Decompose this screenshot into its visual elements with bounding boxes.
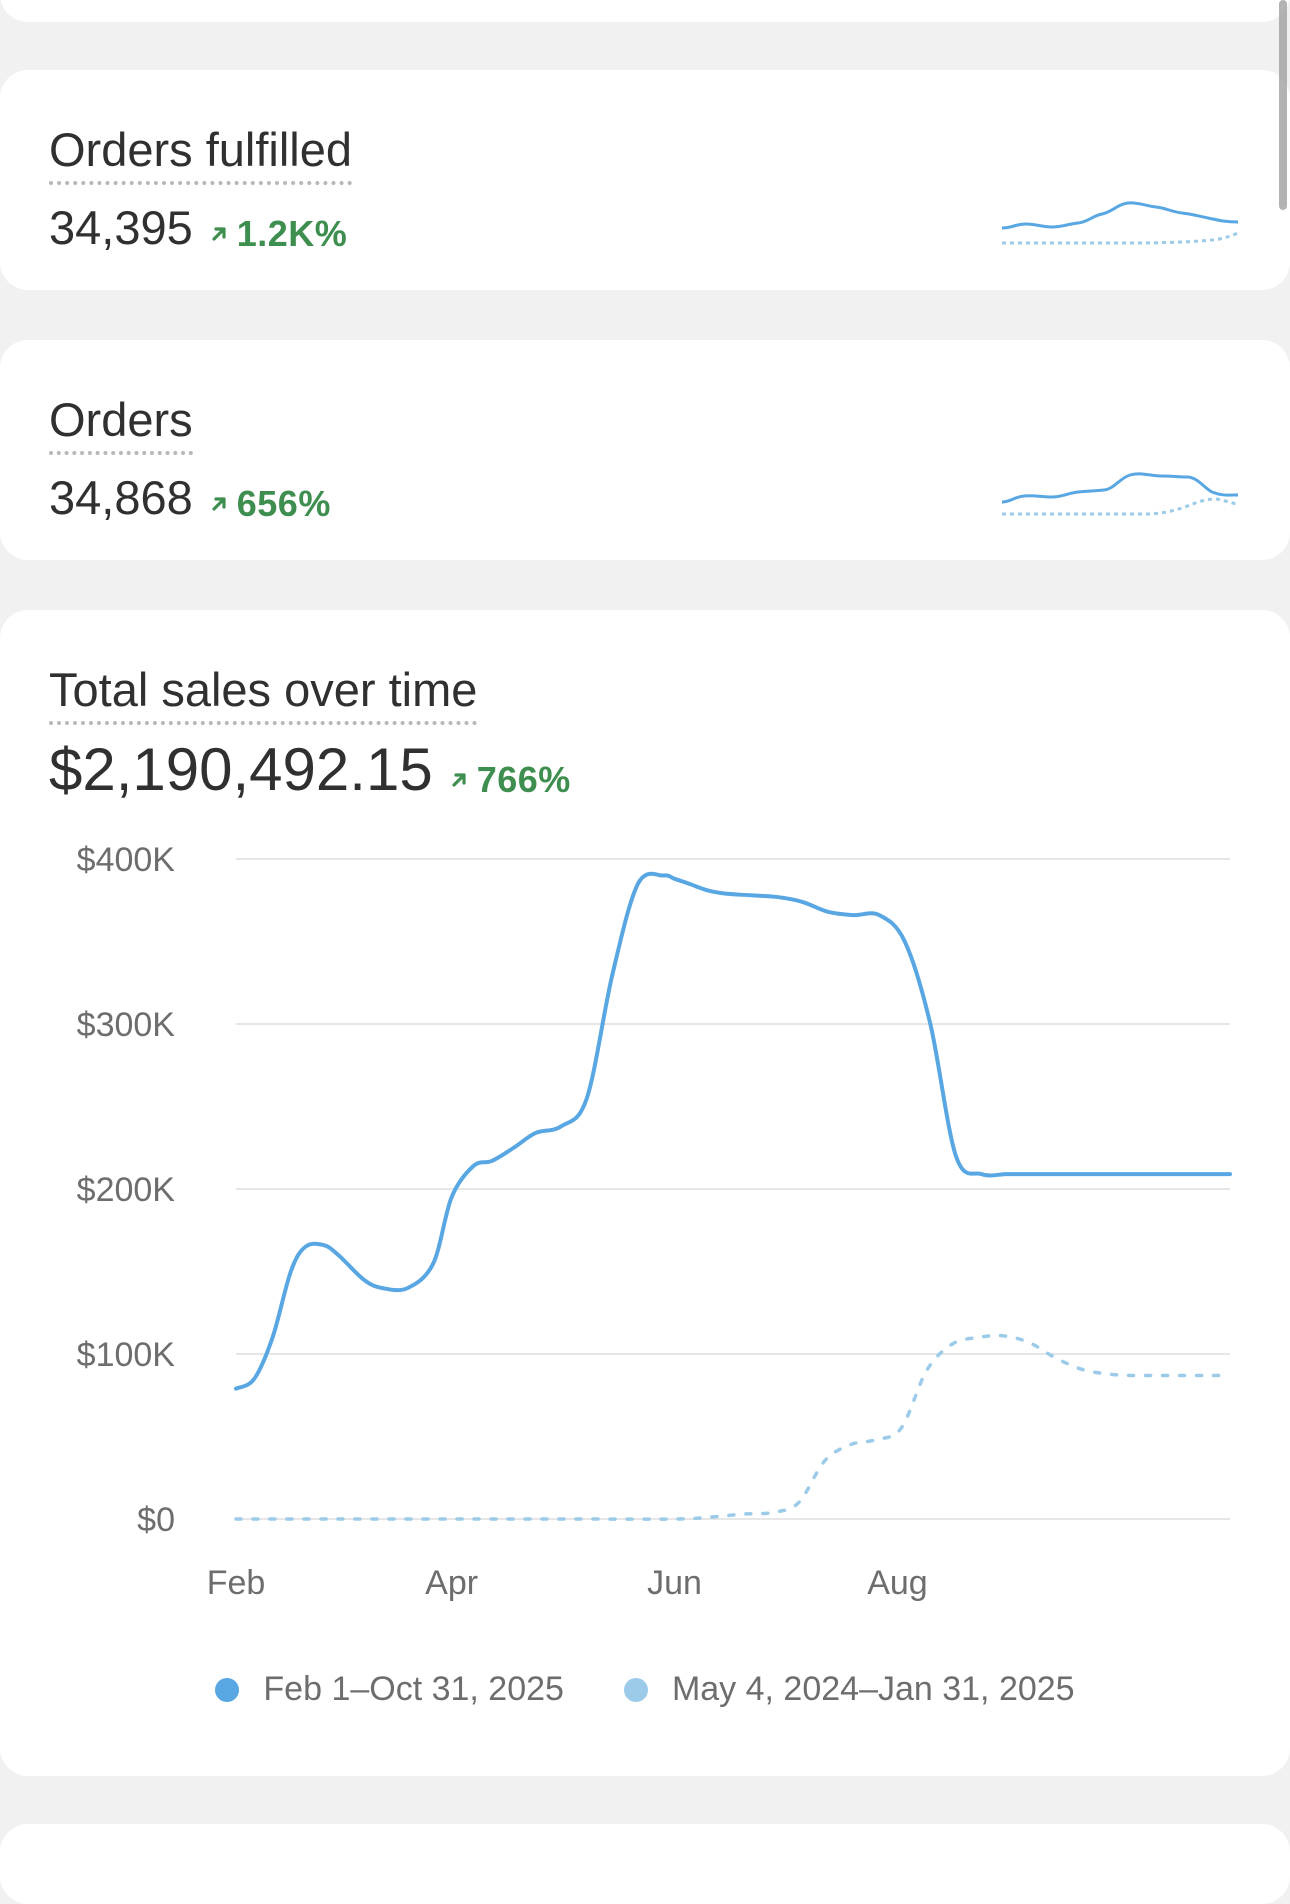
chart-lines bbox=[234, 871, 1232, 1521]
y-tick-label: $300K bbox=[77, 1006, 176, 1044]
sparkline-previous bbox=[1002, 231, 1238, 245]
chart-grid bbox=[236, 858, 1230, 1520]
y-tick-label: $400K bbox=[77, 841, 176, 879]
circle-icon bbox=[215, 1677, 240, 1702]
previous-card bbox=[0, 0, 1290, 22]
legend-item-current[interactable]: Feb 1–Oct 31, 2025 bbox=[215, 1670, 564, 1709]
orders-title[interactable]: Orders bbox=[49, 393, 193, 456]
orders-fulfilled-delta: 1.2K% bbox=[209, 213, 348, 255]
y-tick-label: $100K bbox=[77, 1336, 176, 1374]
chart-legend: Feb 1–Oct 31, 2025 May 4, 2024–Jan 31, 2… bbox=[0, 1670, 1290, 1709]
orders-value: 34,868 bbox=[49, 471, 193, 524]
x-tick-label: Aug bbox=[867, 1564, 928, 1602]
legend-label-previous: May 4, 2024–Jan 31, 2025 bbox=[671, 1670, 1075, 1708]
x-axis-ticks: Feb Apr Jun Aug bbox=[207, 1564, 928, 1602]
arrow-up-right-icon bbox=[212, 227, 226, 241]
scrollbar[interactable] bbox=[1279, 0, 1287, 210]
total-sales-card[interactable] bbox=[0, 610, 1290, 1776]
legend-label-current: Feb 1–Oct 31, 2025 bbox=[263, 1670, 564, 1708]
orders-fulfilled-title[interactable]: Orders fulfilled bbox=[49, 123, 352, 186]
total-sales-metric: $2,190,492.15 766% bbox=[49, 735, 571, 804]
total-sales-title[interactable]: Total sales over time bbox=[49, 663, 478, 726]
arrow-up-right-icon bbox=[212, 497, 226, 511]
total-sales-delta: 766% bbox=[449, 759, 571, 801]
orders-delta: 656% bbox=[209, 483, 331, 525]
circle-icon bbox=[623, 1677, 648, 1702]
y-axis-ticks: $400K $300K $200K $100K $0 bbox=[77, 841, 176, 1539]
series-line-current bbox=[234, 871, 1232, 1391]
orders-fulfilled-sparkline bbox=[1002, 201, 1238, 245]
orders-metric: 34,868 656% bbox=[49, 470, 331, 525]
orders-delta-text: 656% bbox=[236, 483, 331, 524]
x-tick-label: Jun bbox=[647, 1564, 702, 1602]
sparkline-current bbox=[1002, 472, 1238, 504]
total-sales-chart[interactable]: $400K $300K $200K $100K $0 Feb Apr Jun Aug bbox=[0, 0, 1290, 1836]
orders-fulfilled-value: 34,395 bbox=[49, 201, 193, 254]
orders-fulfilled-metric: 34,395 1.2K% bbox=[49, 200, 347, 255]
arrow-up-right-icon bbox=[452, 773, 466, 787]
orders-card[interactable]: Orders 34,868 656% bbox=[0, 340, 1290, 560]
legend-item-previous[interactable]: May 4, 2024–Jan 31, 2025 bbox=[623, 1670, 1075, 1709]
x-tick-label: Apr bbox=[425, 1564, 478, 1602]
sparkline-previous bbox=[1002, 497, 1238, 516]
series-line-previous bbox=[234, 1333, 1232, 1521]
total-sales-value: $2,190,492.15 bbox=[49, 736, 433, 803]
x-tick-label: Feb bbox=[207, 1564, 266, 1602]
next-card bbox=[0, 1824, 1290, 1904]
y-tick-label: $0 bbox=[137, 1501, 175, 1539]
total-sales-delta-text: 766% bbox=[476, 759, 571, 800]
y-tick-label: $200K bbox=[77, 1171, 176, 1209]
sparkline-current bbox=[1002, 201, 1238, 230]
orders-fulfilled-card[interactable]: Orders fulfilled 34,395 1.2K% bbox=[0, 70, 1290, 290]
orders-sparkline bbox=[1002, 472, 1238, 516]
orders-fulfilled-delta-text: 1.2K% bbox=[236, 213, 348, 254]
